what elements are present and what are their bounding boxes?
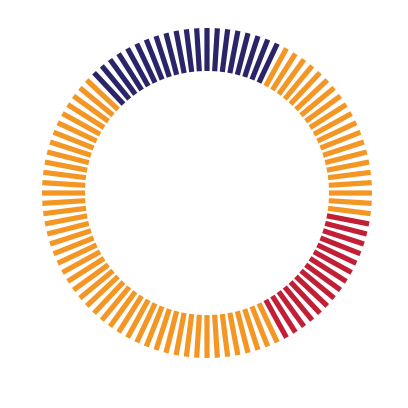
tick-mark: [328, 198, 372, 206]
tick-mark: [219, 313, 231, 358]
tick-mark: [42, 180, 86, 188]
tick-mark: [92, 280, 126, 316]
tick-mark: [116, 52, 144, 92]
tick-mark: [270, 294, 298, 334]
tick-mark: [249, 305, 271, 348]
tick-mark: [312, 249, 353, 275]
tick-mark: [66, 256, 106, 284]
tick-mark: [299, 268, 336, 301]
tick-mark: [324, 149, 368, 166]
tick-mark: [276, 290, 307, 329]
tick-mark: [227, 312, 241, 356]
tick-mark: [319, 235, 362, 257]
tick-mark: [263, 47, 289, 88]
tick-mark: [143, 305, 165, 348]
tick-mark: [153, 308, 172, 351]
tick-mark: [183, 28, 195, 73]
tick-mark: [227, 30, 241, 74]
tick-mark: [294, 78, 330, 112]
tick-mark: [78, 85, 115, 118]
tick-mark: [107, 57, 138, 96]
tick-mark: [276, 57, 307, 96]
tick-mark: [173, 312, 187, 356]
tick-mark: [84, 78, 120, 112]
tick-mark: [134, 302, 158, 344]
tick-mark: [134, 42, 158, 84]
tick-mark: [312, 111, 353, 137]
tick-mark: [242, 308, 261, 351]
tick-mark: [304, 93, 343, 124]
tick-mark: [163, 32, 180, 76]
tick-mark: [299, 85, 336, 118]
tick-mark: [270, 52, 298, 92]
tick-mark: [71, 93, 110, 124]
tick-mark: [263, 298, 289, 339]
tick-mark: [107, 290, 138, 329]
tick-mark: [234, 32, 251, 76]
tick-mark: [56, 242, 98, 266]
tick-mark: [308, 256, 348, 284]
tick-mark: [326, 159, 370, 173]
tick-mark: [212, 28, 220, 72]
tick-mark: [324, 220, 368, 237]
tick-mark: [46, 220, 90, 237]
tick-mark: [256, 302, 280, 344]
tick-group: [42, 28, 372, 358]
tick-mark: [316, 242, 358, 266]
tick-mark: [183, 313, 195, 358]
tick-mark: [163, 310, 180, 354]
tick-mark: [44, 159, 88, 173]
tick-mark: [308, 102, 348, 130]
tick-mark: [125, 47, 151, 88]
tick-mark: [44, 213, 88, 227]
tick-mark: [256, 42, 280, 84]
tick-mark: [326, 213, 370, 227]
tick-mark: [66, 102, 106, 130]
tick-mark: [61, 249, 102, 275]
tick-mark: [42, 198, 86, 206]
tick-mark: [84, 274, 120, 308]
tick-mark: [288, 280, 322, 316]
tick-mark: [327, 169, 372, 181]
tick-mark: [143, 38, 165, 81]
tick-mark: [322, 139, 365, 158]
tick-mark: [71, 262, 110, 293]
tick-mark: [234, 310, 251, 354]
tick-mark: [116, 294, 144, 334]
tick-mark: [194, 314, 202, 358]
tick-mark: [52, 235, 95, 257]
tick-mark: [42, 205, 87, 217]
tick-mark: [316, 120, 358, 144]
tick-mark: [49, 139, 92, 158]
tick-mark: [249, 38, 271, 81]
tick-mark: [282, 285, 315, 322]
tick-mark: [322, 228, 365, 247]
tick-mark: [242, 35, 261, 78]
tick-mark: [99, 64, 132, 101]
tick-mark: [99, 285, 132, 322]
tick-mark: [173, 30, 187, 74]
tick-mark: [42, 169, 87, 181]
tick-mark: [288, 70, 322, 106]
tick-mark: [194, 28, 202, 72]
tick-mark: [125, 298, 151, 339]
tick-mark: [327, 205, 372, 217]
tick-mark: [153, 35, 172, 78]
tick-mark: [46, 149, 90, 166]
tick-mark: [304, 262, 343, 293]
tick-mark: [219, 28, 231, 73]
tick-mark: [52, 129, 95, 151]
tick-mark: [294, 274, 330, 308]
tick-mark: [56, 120, 98, 144]
tick-mark: [328, 180, 372, 188]
tick-mark: [212, 314, 220, 358]
tick-mark: [61, 111, 102, 137]
tick-mark: [92, 70, 126, 106]
tick-mark: [78, 268, 115, 301]
tick-mark: [282, 64, 315, 101]
tick-mark: [319, 129, 362, 151]
tick-mark: [49, 228, 92, 247]
